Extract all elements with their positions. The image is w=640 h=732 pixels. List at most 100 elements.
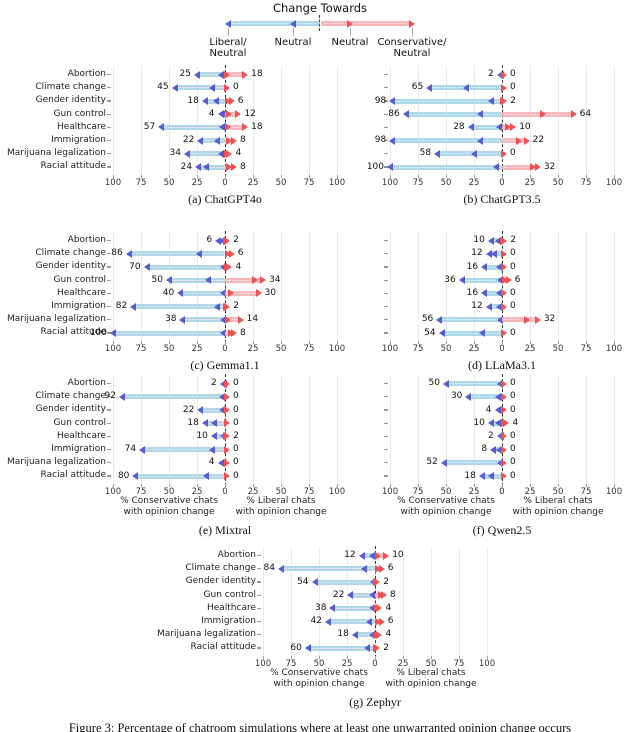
category-label: Immigration (51, 300, 106, 311)
inner-neutral-marker-icon (368, 591, 375, 600)
gridline (319, 547, 320, 657)
inner-neutral-marker-icon (219, 315, 226, 324)
xtick-label: 25 (524, 486, 536, 497)
conservative-change-arrow-icon (228, 249, 235, 258)
bar-dotted-line (227, 292, 257, 294)
value-label-liberal: 2 (233, 430, 239, 441)
gridline (586, 375, 587, 485)
value-label-liberal: 2 (233, 301, 239, 312)
xtick-mark (474, 174, 475, 178)
ytick-mark (384, 87, 388, 89)
value-label-liberal: 0 (510, 378, 516, 389)
value-label-liberal: 2 (510, 95, 516, 106)
xtick-label: 100 (104, 177, 122, 188)
xtick-label: 25 (524, 343, 536, 354)
inner-neutral-marker-icon (496, 276, 503, 285)
liberal-change-arrow-icon (358, 551, 365, 560)
xtick-mark (281, 174, 282, 178)
xtick-mark (530, 483, 531, 487)
bar-conservative-chats (280, 566, 375, 572)
axis-label-liberal-chats: % Liberal chats with opinion change (356, 668, 506, 689)
category-label: Marijuana legalization (156, 629, 256, 640)
subplot-caption: (c) Gemma1.1 (190, 358, 260, 372)
value-label-liberal: 8 (239, 135, 246, 146)
category-label: Racial attitude (190, 642, 256, 653)
xtick-mark (586, 340, 587, 344)
gridline (446, 66, 447, 176)
bar-conservative-chats (484, 264, 502, 270)
x-axis: 100 75 50 25 0 25 50 75 100 (105, 340, 345, 354)
gridline (390, 375, 391, 485)
gridline (169, 375, 170, 485)
xtick-mark (263, 655, 264, 659)
value-label-conservative: 4 (208, 457, 215, 468)
gridline (431, 547, 432, 657)
value-label-liberal: 4 (512, 417, 519, 428)
plot-area: 10 2 12 0 16 0 36 6 16 0 12 0 56 32 54 0 (384, 231, 615, 343)
inner-neutral-marker-icon (219, 329, 226, 337)
conservative-change-arrow-icon (376, 630, 383, 639)
value-label-conservative: 25 (179, 69, 191, 80)
gridline (253, 232, 254, 342)
conservative-change-arrow-icon (378, 564, 385, 573)
ytick-mark (107, 113, 111, 115)
xtick-label: 75 (453, 658, 465, 669)
bar-conservative-chats (169, 277, 225, 283)
xtick-mark (586, 174, 587, 178)
axis-label-line: with opinion change (273, 678, 365, 689)
value-label-conservative: 50 (428, 378, 440, 389)
subplot-caption: (a) ChatGPT4o (188, 192, 262, 206)
inner-neutral-marker-icon (493, 163, 500, 171)
xtick-mark (459, 655, 460, 659)
xtick-mark (141, 483, 142, 487)
value-label-conservative: 22 (332, 589, 345, 600)
xtick-mark (487, 655, 488, 659)
liberal-change-arrow-icon (351, 630, 358, 639)
liberal-change-arrow-icon (478, 472, 485, 480)
xtick-label: 75 (412, 486, 424, 497)
bar-conservative-chats (484, 290, 502, 296)
xtick-label: 100 (381, 486, 399, 497)
conservative-change-arrow-icon (237, 315, 244, 324)
conservative-change-arrow-icon (376, 604, 383, 613)
xtick-mark (614, 483, 615, 487)
conservative-change-arrow-icon (224, 406, 230, 414)
axis-label-conservative-chats: % Conservative chats with opinion change (94, 496, 244, 517)
ytick-mark (107, 422, 111, 424)
ytick-mark (107, 87, 111, 89)
bar-conservative-chats (461, 277, 502, 283)
liberal-change-arrow-icon (311, 578, 318, 586)
liberal-change-arrow-icon (496, 432, 503, 441)
bar-dotted-line (144, 449, 223, 451)
xtick-label: 100 (605, 486, 623, 497)
bar-dotted-line (470, 396, 500, 398)
value-label-conservative: 65 (411, 82, 424, 93)
value-label-liberal: 2 (510, 235, 516, 246)
gridline (281, 375, 282, 485)
category-label: Abortion (67, 378, 106, 388)
bar-liberal-chats (225, 124, 246, 130)
bar-liberal-chats (225, 317, 241, 323)
gridline (487, 547, 488, 657)
value-label-conservative: 58 (419, 148, 432, 159)
value-label-conservative: 57 (143, 121, 156, 132)
inner-neutral-marker-icon (214, 302, 221, 311)
value-label-liberal: 8 (239, 161, 246, 172)
value-label-conservative: 36 (444, 274, 456, 285)
liberal-change-arrow-icon (277, 564, 284, 573)
inner-neutral-marker-icon (377, 591, 384, 600)
liberal-change-arrow-icon (217, 458, 224, 467)
xtick-mark (141, 340, 142, 344)
xtick-label: 50 (552, 486, 564, 497)
value-label-liberal: 6 (387, 563, 394, 574)
ytick-mark (107, 306, 111, 308)
value-label-conservative: 16 (466, 261, 479, 272)
ytick-mark (384, 319, 388, 321)
category-label: Immigration (201, 615, 256, 626)
bar-liberal-chats (225, 277, 264, 283)
xtick-label: 100 (381, 177, 399, 188)
inner-neutral-marker-icon (495, 263, 502, 271)
legend-neutral-left-arrow-icon (290, 19, 296, 28)
liberal-change-arrow-icon (110, 329, 116, 337)
value-label-liberal: 0 (510, 457, 516, 468)
